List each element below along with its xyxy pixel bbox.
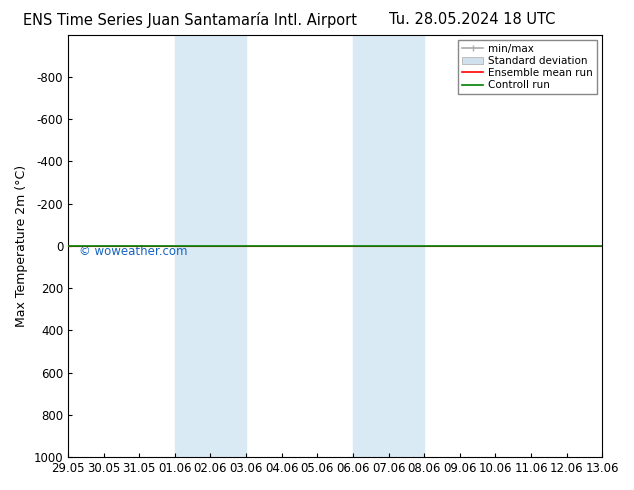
Bar: [353, 35, 424, 457]
Text: Tu. 28.05.2024 18 UTC: Tu. 28.05.2024 18 UTC: [389, 12, 555, 27]
Y-axis label: Max Temperature 2m (°C): Max Temperature 2m (°C): [15, 165, 28, 327]
Text: ENS Time Series Juan Santamaría Intl. Airport: ENS Time Series Juan Santamaría Intl. Ai…: [23, 12, 357, 28]
Text: © woweather.com: © woweather.com: [79, 245, 187, 258]
Bar: [175, 35, 246, 457]
Legend: min/max, Standard deviation, Ensemble mean run, Controll run: min/max, Standard deviation, Ensemble me…: [458, 40, 597, 95]
